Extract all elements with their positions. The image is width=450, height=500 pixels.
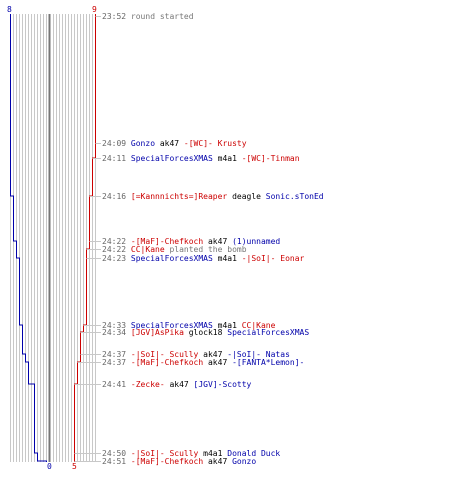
event-text: -|SoI|- Eonar [241, 254, 305, 263]
event-text: ak47 [198, 350, 228, 359]
event-text: -[WC]-Tinman [241, 154, 300, 163]
log-entry: 24:16 [=Kannnichts=]Reaper deagle Sonic.… [102, 192, 324, 201]
event-text: -[WC]- Krusty [183, 139, 247, 148]
log-entry: 24:09 Gonzo ak47 -[WC]- Krusty [102, 139, 247, 148]
event-text: planted the bomb [164, 245, 247, 254]
event-time: 24:22 [102, 237, 127, 246]
event-text: m4a1 [212, 154, 242, 163]
event-text: [JGV]-Scotty [193, 380, 252, 389]
event-text: CC|Kane [241, 321, 276, 330]
event-text: ak47 [155, 139, 184, 148]
log-entry: 24:41 -Zecke- ak47 [JGV]-Scotty [102, 380, 251, 389]
event-text: -[FANTA*Lemon]- [232, 358, 305, 367]
event-text: [JGV]AsPika [130, 328, 184, 337]
blue-end-count: 0 [47, 462, 52, 471]
event-text: ak47 [164, 380, 194, 389]
event-text: CC|Kane [130, 245, 165, 254]
event-text: [=Kannnichts=]Reaper [130, 192, 228, 201]
event-time: 24:37 [102, 358, 127, 367]
event-text: ak47 [203, 237, 233, 246]
event-time: 24:23 [102, 254, 127, 263]
event-text: m4a1 [212, 254, 242, 263]
event-time: 23:52 [102, 12, 127, 21]
event-text: deagle [227, 192, 266, 201]
log-entry: 24:37 -|SoI|- Scully ak47 -|SoI|- Natas [102, 350, 290, 359]
event-time: 24:34 [102, 328, 127, 337]
event-text: glock18 [183, 328, 228, 337]
event-text: -Zecke- [130, 380, 165, 389]
log-entry: 24:23 SpecialForcesXMAS m4a1 -|SoI|- Eon… [102, 254, 304, 263]
event-text: -[MaF]-Chefkoch [130, 237, 204, 246]
event-text: Gonzo [130, 139, 156, 148]
event-time: 24:41 [102, 380, 127, 389]
event-text: round started [130, 12, 194, 21]
event-time: 24:50 [102, 449, 127, 458]
log-entry: 24:22 -[MaF]-Chefkoch ak47 (1)unnamed [102, 237, 280, 246]
event-text: Sonic.sTonEd [265, 192, 324, 201]
log-entry: 24:50 -|SoI|- Scully m4a1 Donald Duck [102, 449, 280, 458]
log-entry: 24:22 CC|Kane planted the bomb [102, 245, 247, 254]
log-entry: 24:33 SpecialForcesXMAS m4a1 CC|Kane [102, 321, 275, 330]
event-time: 24:37 [102, 350, 127, 359]
event-time: 24:16 [102, 192, 127, 201]
blue-start-count: 8 [7, 5, 12, 14]
log-entry: 24:51 -[MaF]-Chefkoch ak47 Gonzo [102, 457, 256, 466]
event-text: ak47 [203, 358, 233, 367]
event-text: -|SoI|- Scully [130, 350, 199, 359]
event-text: Donald Duck [227, 449, 281, 458]
event-text: ak47 [203, 457, 233, 466]
event-text: SpecialForcesXMAS [227, 328, 310, 337]
log-entry: 23:52 round started [102, 12, 194, 21]
log-entry: 24:11 SpecialForcesXMAS m4a1 -[WC]-Tinma… [102, 154, 300, 163]
red-end-count: 5 [72, 462, 77, 471]
event-time: 24:11 [102, 154, 127, 163]
event-text: -[MaF]-Chefkoch [130, 358, 204, 367]
event-time: 24:09 [102, 139, 127, 148]
event-text: SpecialForcesXMAS [130, 321, 213, 330]
event-text: m4a1 [212, 321, 242, 330]
event-text: SpecialForcesXMAS [130, 254, 213, 263]
event-text: -|SoI|- Scully [130, 449, 199, 458]
blue-team-line [10, 14, 47, 462]
log-entry: 24:37 -[MaF]-Chefkoch ak47 -[FANTA*Lemon… [102, 358, 304, 367]
event-time: 24:22 [102, 245, 127, 254]
red-start-count: 9 [92, 5, 97, 14]
log-entry: 24:34 [JGV]AsPika glock18 SpecialForcesX… [102, 328, 309, 337]
event-text: Gonzo [232, 457, 257, 466]
event-time: 24:51 [102, 457, 127, 466]
event-time: 24:33 [102, 321, 127, 330]
event-text: (1)unnamed [232, 237, 281, 246]
event-text: SpecialForcesXMAS [130, 154, 213, 163]
event-text: m4a1 [198, 449, 228, 458]
event-text: -[MaF]-Chefkoch [130, 457, 204, 466]
event-text: -|SoI|- Natas [227, 350, 290, 359]
